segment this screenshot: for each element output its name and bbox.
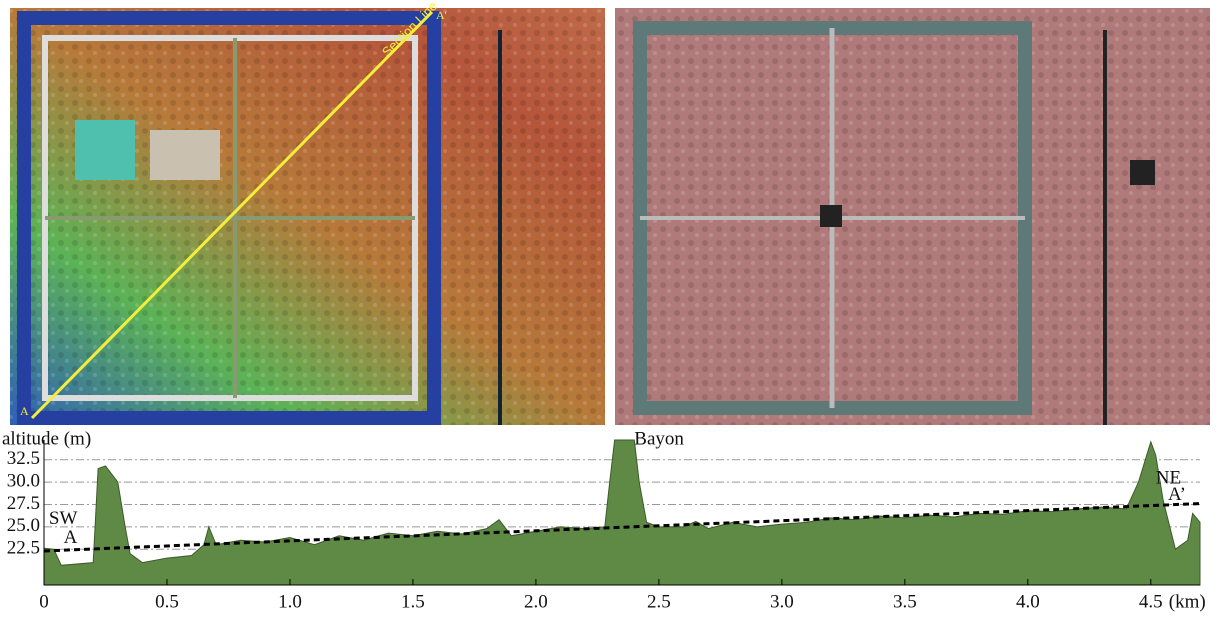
x-axis-label: (km) <box>1169 591 1206 612</box>
profile-area <box>44 440 1200 585</box>
y-tick-label: 27.5 <box>7 493 40 514</box>
section-start: A <box>20 404 29 418</box>
dem-map: Section Line A A' <box>10 0 605 425</box>
y-axis-label: altitude (m) <box>2 428 91 449</box>
x-tick-label: 3.5 <box>893 591 917 612</box>
section-end: A' <box>436 8 447 22</box>
x-tick-label: 2.0 <box>524 591 548 612</box>
relief-map <box>615 8 1210 425</box>
x-tick-label: 0 <box>39 591 49 612</box>
x-tick-label: 1.0 <box>278 591 302 612</box>
y-tick-label: 25.0 <box>7 515 40 536</box>
x-tick-label: 0.5 <box>155 591 179 612</box>
annotation: A’ <box>1168 484 1186 505</box>
annotation: Bayon <box>634 428 684 449</box>
x-tick-label: 1.5 <box>401 591 425 612</box>
y-tick-label: 22.5 <box>7 538 40 559</box>
x-tick-label: 4.0 <box>1016 591 1040 612</box>
figure: Section Line A A' 22.525.027.530.032.5 0 0… <box>0 0 1221 615</box>
y-tick-label: 32.5 <box>7 448 40 469</box>
x-tick-label: 2.5 <box>647 591 671 612</box>
x-tick-label: 4.5 <box>1139 591 1163 612</box>
y-tick-label: 30.0 <box>7 470 40 491</box>
x-tick-label: 3.0 <box>770 591 794 612</box>
annotation: A <box>64 527 78 548</box>
